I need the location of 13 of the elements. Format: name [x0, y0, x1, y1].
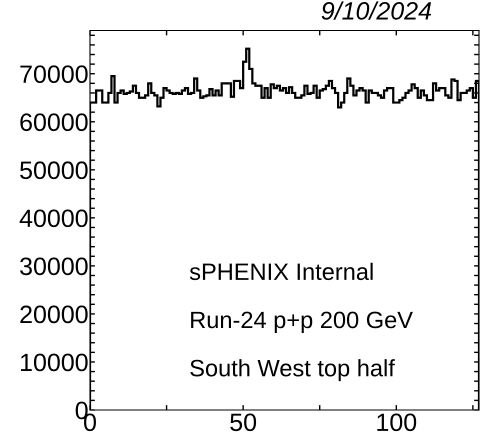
x-tick-label: 100	[377, 413, 416, 432]
y-tick-label: 50000	[20, 161, 88, 180]
x-tick-label: 50	[230, 413, 256, 432]
y-tick-label: 40000	[20, 209, 88, 228]
y-tick-label: 60000	[20, 113, 88, 132]
annotation: Run-24 p+p 200 GeV	[191, 312, 413, 333]
y-tick-label: 10000	[21, 354, 88, 372]
y-tick-label: 70000	[20, 65, 88, 84]
annotation: sPHENIX Internal	[190, 262, 373, 280]
text: 9/10/2024	[322, 1, 432, 20]
y-tick-label: 30000	[20, 257, 88, 276]
annotation: South West top half	[190, 359, 395, 382]
y-tick-label: 20000	[20, 306, 88, 324]
